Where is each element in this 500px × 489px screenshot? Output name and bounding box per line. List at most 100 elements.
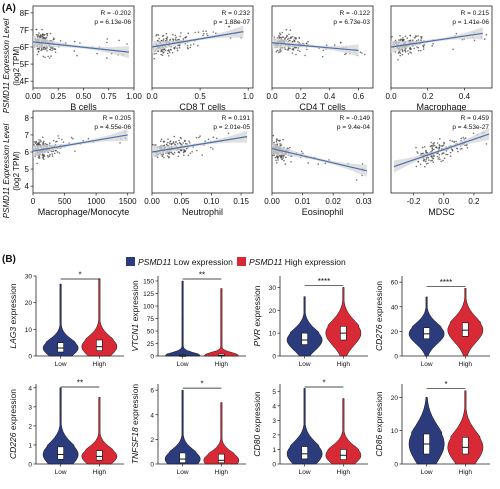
y-axis-title: CD86 expression bbox=[374, 391, 384, 456]
y-tick-label: 6 bbox=[150, 388, 154, 395]
data-point bbox=[172, 38, 174, 40]
y-tick-label: 0 bbox=[150, 354, 154, 361]
p-value: p = 6.13e-06 bbox=[94, 19, 131, 26]
regression-line bbox=[151, 136, 248, 153]
data-point bbox=[185, 147, 188, 150]
y-tick-label: 0 bbox=[394, 462, 398, 469]
data-point bbox=[456, 147, 458, 150]
data-point bbox=[177, 38, 179, 41]
y-tick-label: 3 bbox=[28, 404, 32, 411]
data-point bbox=[452, 48, 454, 51]
gene-name: CD226 bbox=[8, 432, 18, 459]
y-tick-label: 75 bbox=[147, 316, 155, 323]
data-point bbox=[432, 43, 434, 45]
data-point bbox=[297, 47, 300, 49]
data-point bbox=[286, 49, 289, 51]
data-point bbox=[272, 134, 275, 137]
data-point bbox=[167, 138, 169, 140]
data-point bbox=[51, 49, 53, 52]
data-point bbox=[433, 148, 435, 151]
data-point bbox=[402, 37, 404, 39]
data-point bbox=[278, 37, 281, 39]
violin-panel-6: 0 2 4 6 TNFSF18 expression Low High * bbox=[130, 380, 246, 476]
data-point bbox=[169, 38, 172, 41]
data-point bbox=[166, 36, 169, 38]
data-point bbox=[38, 32, 40, 34]
x-tick-label: 0.75 bbox=[101, 92, 117, 101]
data-point bbox=[439, 158, 441, 161]
data-point bbox=[179, 35, 181, 38]
p-value: p = 2.01e-05 bbox=[213, 124, 250, 131]
y-tick-label: 125 bbox=[143, 291, 154, 298]
y-axis-title-row2-line2: (log2 TPM) bbox=[12, 151, 21, 191]
y-tick-label: 10 bbox=[25, 327, 33, 334]
data-point bbox=[96, 52, 98, 55]
x-tick-label: 1.0 bbox=[243, 92, 255, 101]
data-point bbox=[173, 151, 176, 154]
data-point bbox=[79, 42, 81, 44]
data-point bbox=[41, 28, 43, 31]
data-point bbox=[425, 159, 427, 161]
data-point bbox=[438, 146, 440, 149]
data-point bbox=[285, 28, 288, 31]
data-point bbox=[51, 48, 54, 50]
data-point bbox=[186, 143, 188, 145]
r-value: R = 0.232 bbox=[222, 10, 251, 17]
violin-panel-7: 0 1 2 3 4 5 CD80 expression Low High * bbox=[252, 379, 368, 476]
data-point bbox=[464, 144, 466, 147]
data-point bbox=[174, 38, 177, 40]
data-point bbox=[414, 35, 417, 37]
data-point bbox=[421, 146, 424, 149]
data-point bbox=[293, 40, 296, 43]
violin-panel-1: 0 10 20 30 LAG3 expression Low High * bbox=[8, 271, 124, 368]
data-point bbox=[422, 44, 424, 47]
y-tick-label: 5 bbox=[25, 165, 30, 174]
violin-panel-5: 0 1 2 3 4 CD226 expression Low High ** bbox=[8, 379, 124, 476]
data-point bbox=[41, 33, 44, 35]
data-point bbox=[170, 49, 172, 51]
data-point bbox=[361, 163, 364, 165]
y-axis-title: PVR expression bbox=[252, 285, 262, 346]
data-point bbox=[415, 146, 417, 149]
violin-low bbox=[408, 296, 445, 357]
label-suffix: expression bbox=[130, 384, 140, 428]
data-point bbox=[282, 138, 284, 141]
y-axis-title: CD226 expression bbox=[8, 389, 18, 459]
data-point bbox=[464, 137, 467, 139]
data-point bbox=[407, 53, 410, 55]
x-tick-label: High bbox=[215, 361, 229, 368]
data-point bbox=[399, 39, 402, 42]
data-point bbox=[216, 137, 218, 140]
data-point bbox=[47, 156, 49, 158]
data-point bbox=[34, 142, 37, 145]
data-point bbox=[153, 53, 155, 55]
x-axis-title: B cells bbox=[70, 102, 97, 112]
data-point bbox=[43, 158, 45, 160]
data-point bbox=[155, 144, 157, 146]
data-point bbox=[433, 144, 436, 147]
y-tick-label: 20 bbox=[25, 300, 33, 307]
data-point bbox=[436, 142, 439, 144]
data-point bbox=[37, 157, 40, 159]
data-point bbox=[278, 50, 281, 52]
x-tick-label: 0.03 bbox=[356, 197, 372, 206]
data-point bbox=[53, 48, 56, 50]
x-tick-label: Low bbox=[55, 469, 67, 476]
box-iqr bbox=[301, 332, 308, 345]
data-point bbox=[193, 43, 195, 45]
p-value: p = 9.4e-04 bbox=[337, 124, 370, 131]
data-point bbox=[126, 43, 128, 45]
data-point bbox=[425, 157, 428, 159]
data-point bbox=[278, 51, 280, 54]
data-point bbox=[36, 162, 38, 165]
data-point bbox=[423, 160, 425, 162]
data-point bbox=[419, 163, 422, 166]
data-point bbox=[194, 31, 196, 34]
data-point bbox=[364, 53, 366, 56]
data-point bbox=[449, 155, 452, 157]
data-point bbox=[186, 44, 189, 47]
data-point bbox=[42, 55, 45, 58]
data-point bbox=[190, 44, 192, 46]
